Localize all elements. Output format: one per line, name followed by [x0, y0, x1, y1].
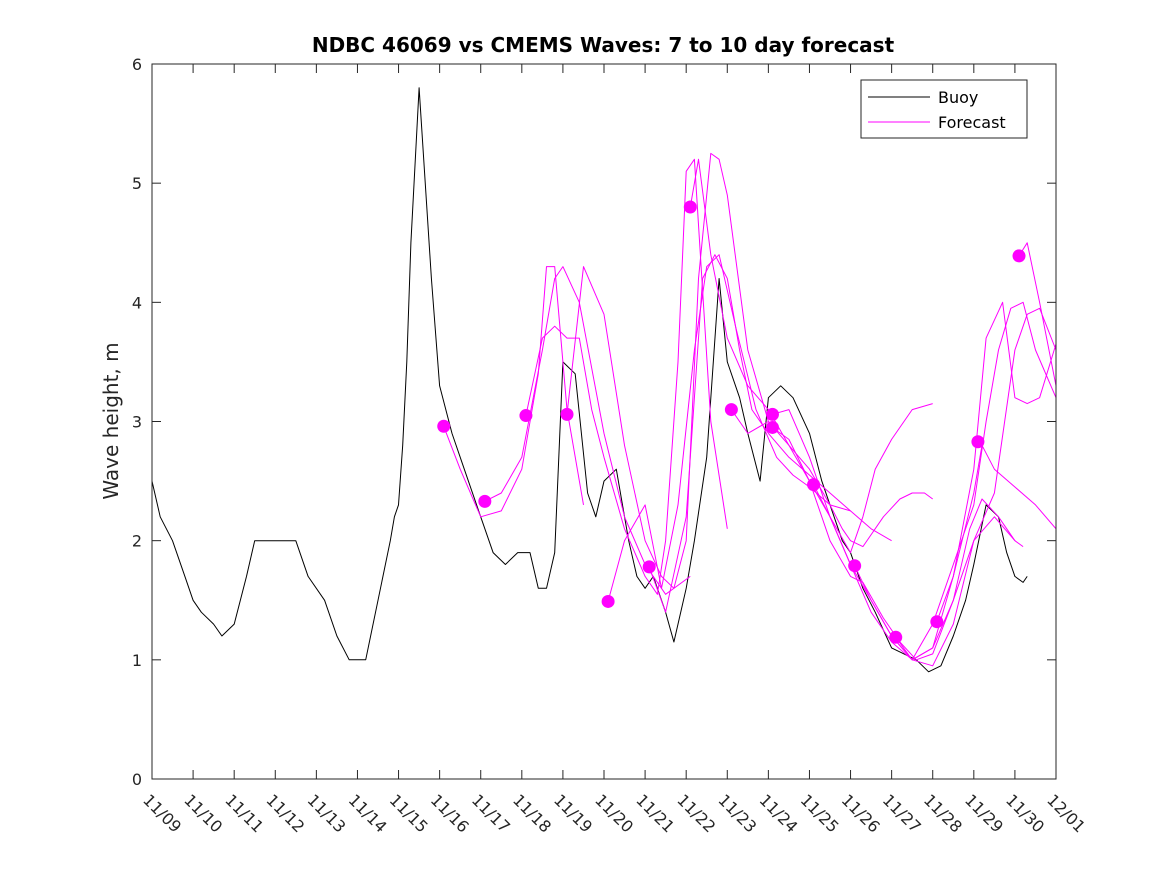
forecast-start-marker — [889, 630, 903, 644]
series-forecast-line-8 — [730, 403, 933, 554]
legend: Buoy Forecast — [860, 79, 1028, 139]
forecast-start-marker — [1012, 249, 1026, 263]
forecast-start-markers — [437, 200, 1026, 644]
forecast-start-marker — [807, 478, 821, 492]
legend-label-buoy: Buoy — [938, 88, 978, 107]
forecast-start-marker — [765, 420, 779, 434]
forecast-start-marker — [971, 435, 985, 449]
forecast-start-marker — [519, 409, 533, 423]
series-forecast-line-11 — [813, 301, 1057, 661]
series-forecast-line-12 — [854, 307, 1057, 667]
series-forecast-line-15 — [1018, 242, 1057, 386]
series-forecast-line-4 — [566, 152, 769, 589]
plot-area — [152, 64, 1056, 779]
series-forecast-line-13 — [895, 301, 1057, 661]
series-forecast-line-6 — [648, 254, 892, 613]
series-forecast-line-7 — [689, 158, 933, 548]
forecast-start-marker — [724, 403, 738, 417]
y-tick-label: 2 — [132, 532, 142, 551]
forecast-start-marker — [765, 407, 779, 421]
series-buoy-line — [151, 87, 1028, 673]
forecast-start-marker — [437, 419, 451, 433]
legend-label-forecast: Forecast — [938, 113, 1006, 132]
chart-title: NDBC 46069 vs CMEMS Waves: 7 to 10 day f… — [312, 33, 895, 57]
forecast-start-marker — [848, 559, 862, 573]
forecast-start-marker — [930, 615, 944, 629]
y-tick-label: 3 — [132, 413, 142, 432]
y-tick-label: 0 — [132, 770, 142, 789]
y-tick-label: 5 — [132, 174, 142, 193]
forecast-start-marker — [642, 560, 656, 574]
y-tick-label: 1 — [132, 651, 142, 670]
series-forecast-line-1 — [443, 266, 584, 518]
legend-box — [860, 79, 1028, 139]
series-forecast-line-5 — [607, 254, 851, 602]
forecast-start-marker — [683, 200, 697, 214]
forecast-start-marker — [601, 594, 615, 608]
y-tick-label: 4 — [132, 293, 142, 312]
y-axis: 0 1 2 3 4 5 6 — [132, 55, 1056, 789]
forecast-start-marker — [560, 407, 574, 421]
forecast-start-marker — [478, 494, 492, 508]
y-axis-label: Wave height, m — [99, 342, 123, 499]
y-tick-label: 6 — [132, 55, 142, 74]
series-forecast-line-3 — [525, 158, 728, 595]
series-forecast-line-14 — [936, 444, 1057, 622]
